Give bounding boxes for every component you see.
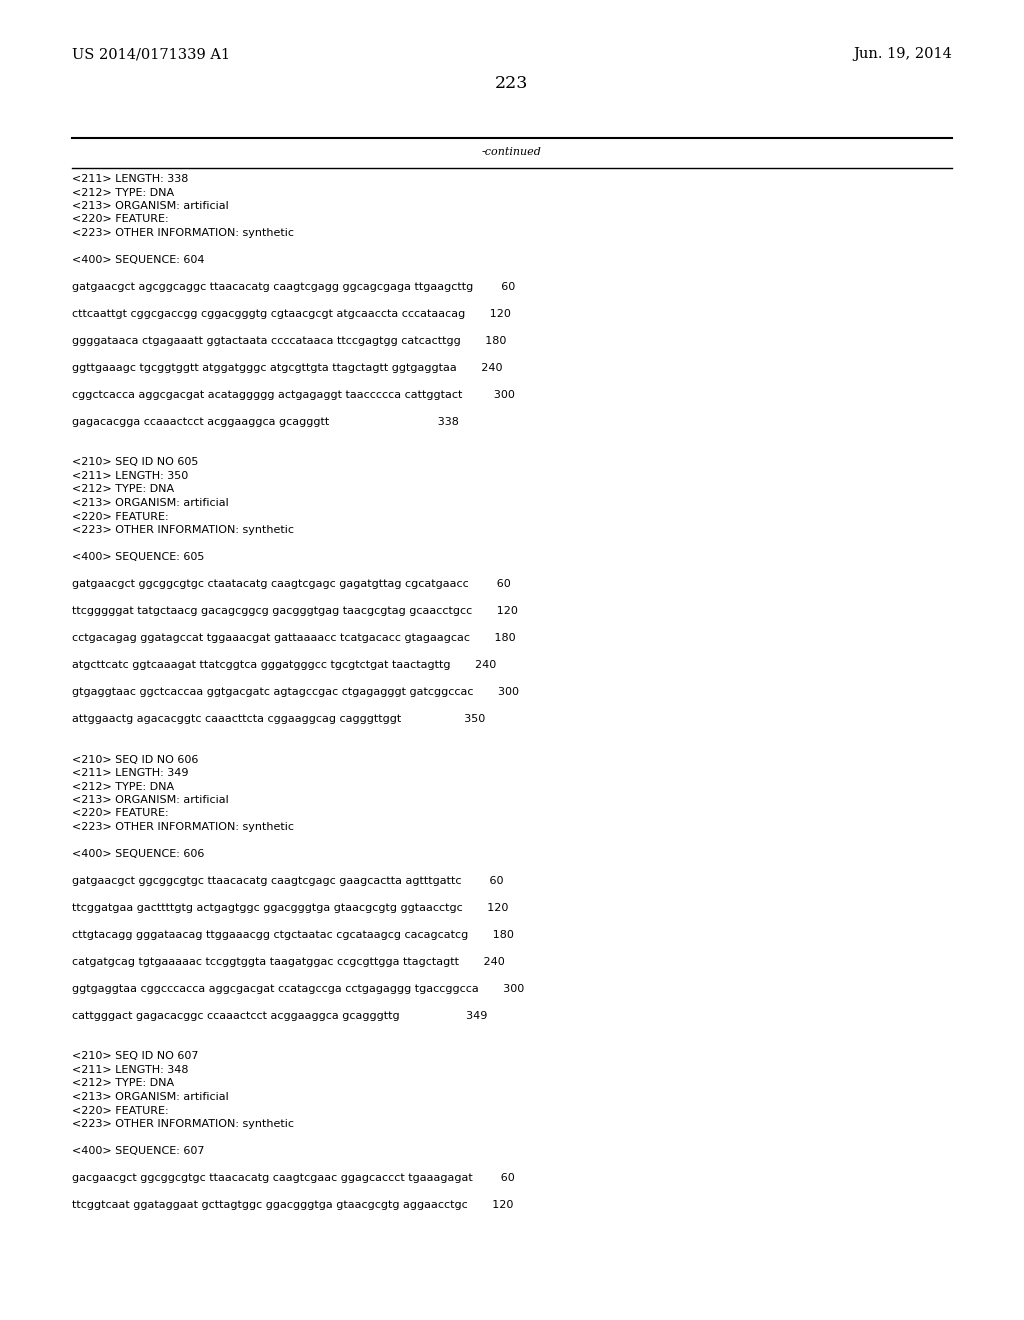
Text: -continued: -continued	[482, 147, 542, 157]
Text: cttgtacagg gggataacag ttggaaacgg ctgctaatac cgcataagcg cacagcatcg       180: cttgtacagg gggataacag ttggaaacgg ctgctaa…	[72, 931, 514, 940]
Text: 223: 223	[496, 75, 528, 92]
Text: <223> OTHER INFORMATION: synthetic: <223> OTHER INFORMATION: synthetic	[72, 525, 294, 535]
Text: gatgaacgct ggcggcgtgc ttaacacatg caagtcgagc gaagcactta agtttgattc        60: gatgaacgct ggcggcgtgc ttaacacatg caagtcg…	[72, 876, 504, 886]
Text: <212> TYPE: DNA: <212> TYPE: DNA	[72, 187, 174, 198]
Text: Jun. 19, 2014: Jun. 19, 2014	[853, 48, 952, 61]
Text: <210> SEQ ID NO 606: <210> SEQ ID NO 606	[72, 755, 199, 764]
Text: catgatgcag tgtgaaaaac tccggtggta taagatggac ccgcgttgga ttagctagtt       240: catgatgcag tgtgaaaaac tccggtggta taagatg…	[72, 957, 505, 968]
Text: <400> SEQUENCE: 606: <400> SEQUENCE: 606	[72, 849, 205, 859]
Text: cttcaattgt cggcgaccgg cggacgggtg cgtaacgcgt atgcaaccta cccataacag       120: cttcaattgt cggcgaccgg cggacgggtg cgtaacg…	[72, 309, 511, 319]
Text: ttcggtcaat ggataggaat gcttagtggc ggacgggtga gtaacgcgtg aggaacctgc       120: ttcggtcaat ggataggaat gcttagtggc ggacggg…	[72, 1200, 513, 1210]
Text: <211> LENGTH: 349: <211> LENGTH: 349	[72, 768, 188, 777]
Text: cattgggact gagacacggc ccaaactcct acggaaggca gcagggttg                   349: cattgggact gagacacggc ccaaactcct acggaag…	[72, 1011, 487, 1020]
Text: <223> OTHER INFORMATION: synthetic: <223> OTHER INFORMATION: synthetic	[72, 228, 294, 238]
Text: gatgaacgct ggcggcgtgc ctaatacatg caagtcgagc gagatgttag cgcatgaacc        60: gatgaacgct ggcggcgtgc ctaatacatg caagtcg…	[72, 579, 511, 589]
Text: ggttgaaagc tgcggtggtt atggatgggc atgcgttgta ttagctagtt ggtgaggtaa       240: ggttgaaagc tgcggtggtt atggatgggc atgcgtt…	[72, 363, 503, 374]
Text: <212> TYPE: DNA: <212> TYPE: DNA	[72, 781, 174, 792]
Text: <220> FEATURE:: <220> FEATURE:	[72, 511, 169, 521]
Text: cctgacagag ggatagccat tggaaacgat gattaaaacc tcatgacacc gtagaagcac       180: cctgacagag ggatagccat tggaaacgat gattaaa…	[72, 634, 516, 643]
Text: gagacacgga ccaaactcct acggaaggca gcagggtt                               338: gagacacgga ccaaactcct acggaaggca gcagggt…	[72, 417, 459, 426]
Text: <212> TYPE: DNA: <212> TYPE: DNA	[72, 484, 174, 495]
Text: <213> ORGANISM: artificial: <213> ORGANISM: artificial	[72, 795, 228, 805]
Text: <212> TYPE: DNA: <212> TYPE: DNA	[72, 1078, 174, 1089]
Text: <213> ORGANISM: artificial: <213> ORGANISM: artificial	[72, 1092, 228, 1102]
Text: attggaactg agacacggtc caaacttcta cggaaggcag cagggttggt                  350: attggaactg agacacggtc caaacttcta cggaagg…	[72, 714, 485, 723]
Text: <220> FEATURE:: <220> FEATURE:	[72, 214, 169, 224]
Text: ttcgggggat tatgctaacg gacagcggcg gacgggtgag taacgcgtag gcaacctgcc       120: ttcgggggat tatgctaacg gacagcggcg gacgggt…	[72, 606, 518, 616]
Text: <213> ORGANISM: artificial: <213> ORGANISM: artificial	[72, 201, 228, 211]
Text: <211> LENGTH: 338: <211> LENGTH: 338	[72, 174, 188, 183]
Text: cggctcacca aggcgacgat acataggggg actgagaggt taaccccca cattggtact         300: cggctcacca aggcgacgat acataggggg actgaga…	[72, 389, 515, 400]
Text: <210> SEQ ID NO 605: <210> SEQ ID NO 605	[72, 458, 199, 467]
Text: atgcttcatc ggtcaaagat ttatcggtca gggatgggcc tgcgtctgat taactagttg       240: atgcttcatc ggtcaaagat ttatcggtca gggatgg…	[72, 660, 497, 671]
Text: <400> SEQUENCE: 607: <400> SEQUENCE: 607	[72, 1146, 205, 1156]
Text: <220> FEATURE:: <220> FEATURE:	[72, 1106, 169, 1115]
Text: <213> ORGANISM: artificial: <213> ORGANISM: artificial	[72, 498, 228, 508]
Text: <400> SEQUENCE: 604: <400> SEQUENCE: 604	[72, 255, 205, 265]
Text: gtgaggtaac ggctcaccaa ggtgacgatc agtagccgac ctgagagggt gatcggccac       300: gtgaggtaac ggctcaccaa ggtgacgatc agtagcc…	[72, 686, 519, 697]
Text: <400> SEQUENCE: 605: <400> SEQUENCE: 605	[72, 552, 205, 562]
Text: US 2014/0171339 A1: US 2014/0171339 A1	[72, 48, 230, 61]
Text: <211> LENGTH: 350: <211> LENGTH: 350	[72, 471, 188, 480]
Text: <210> SEQ ID NO 607: <210> SEQ ID NO 607	[72, 1052, 199, 1061]
Text: <223> OTHER INFORMATION: synthetic: <223> OTHER INFORMATION: synthetic	[72, 1119, 294, 1129]
Text: ttcggatgaa gacttttgtg actgagtggc ggacgggtga gtaacgcgtg ggtaacctgc       120: ttcggatgaa gacttttgtg actgagtggc ggacggg…	[72, 903, 508, 913]
Text: gatgaacgct agcggcaggc ttaacacatg caagtcgagg ggcagcgaga ttgaagcttg        60: gatgaacgct agcggcaggc ttaacacatg caagtcg…	[72, 282, 515, 292]
Text: gacgaacgct ggcggcgtgc ttaacacatg caagtcgaac ggagcaccct tgaaagagat        60: gacgaacgct ggcggcgtgc ttaacacatg caagtcg…	[72, 1173, 515, 1183]
Text: ggtgaggtaa cggcccacca aggcgacgat ccatagccga cctgagaggg tgaccggcca       300: ggtgaggtaa cggcccacca aggcgacgat ccatagc…	[72, 983, 524, 994]
Text: ggggataaca ctgagaaatt ggtactaata ccccataaca ttccgagtgg catcacttgg       180: ggggataaca ctgagaaatt ggtactaata ccccata…	[72, 337, 507, 346]
Text: <211> LENGTH: 348: <211> LENGTH: 348	[72, 1065, 188, 1074]
Text: <220> FEATURE:: <220> FEATURE:	[72, 808, 169, 818]
Text: <223> OTHER INFORMATION: synthetic: <223> OTHER INFORMATION: synthetic	[72, 822, 294, 832]
